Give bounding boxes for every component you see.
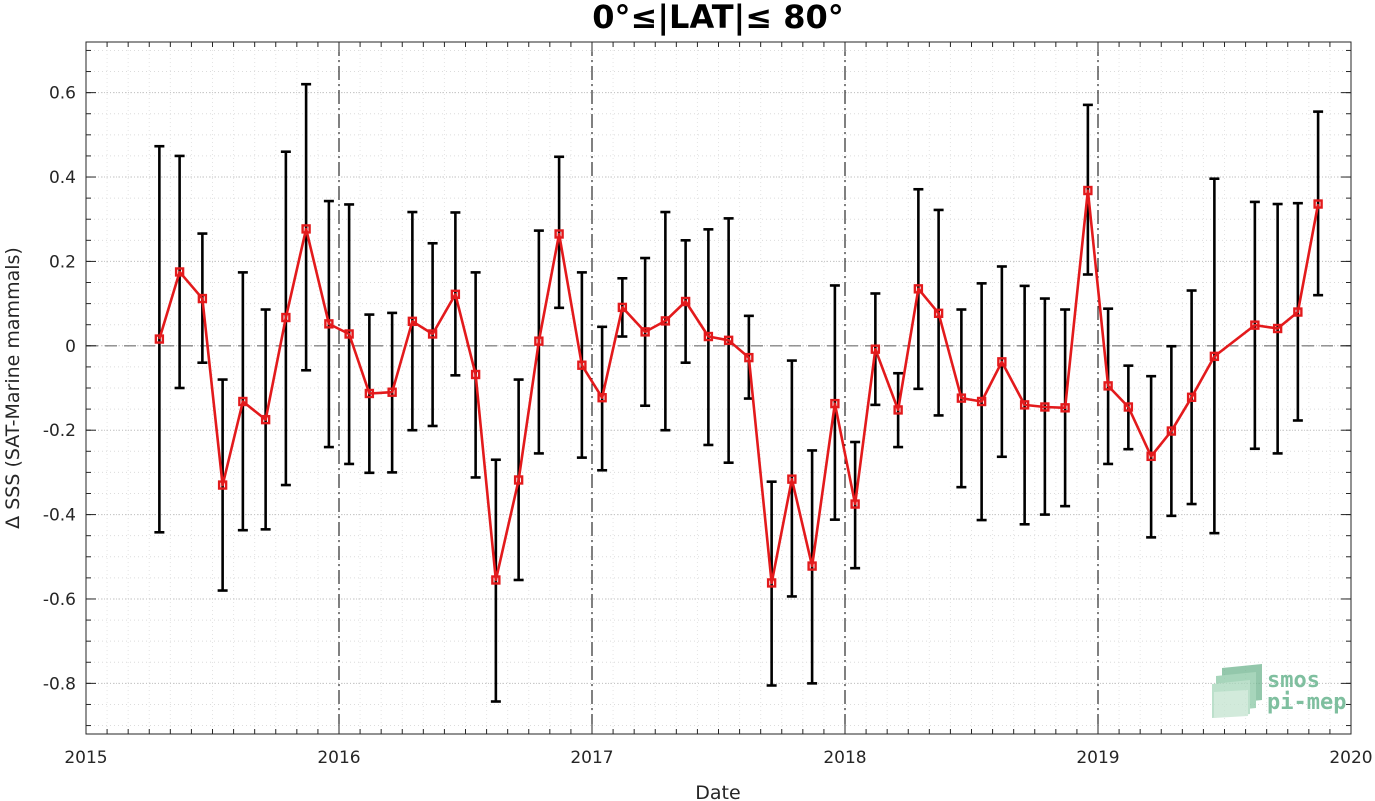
logo-text-pi-mep: pi-mep <box>1267 690 1346 715</box>
x-axis-label: Date <box>695 782 740 801</box>
data-point-marker <box>744 352 754 363</box>
data-point-marker <box>154 334 165 344</box>
smos-pi-mep-logo: smos pi-mep <box>1212 664 1346 718</box>
data-point-marker <box>470 369 481 380</box>
data-point-marker <box>1293 307 1303 317</box>
data-point-marker <box>1060 403 1070 413</box>
y-tick-label: 0.6 <box>49 84 76 104</box>
y-tick-label: -0.6 <box>43 590 76 610</box>
data-point-marker <box>577 360 587 370</box>
chart-title: 0°≤|LAT|≤ 80° <box>592 0 843 37</box>
data-point-marker <box>660 316 671 326</box>
data-point-marker <box>217 480 228 490</box>
data-point-marker <box>1250 320 1260 330</box>
data-point-marker <box>301 224 311 234</box>
data-point-marker <box>1123 402 1134 412</box>
data-point-marker <box>1272 323 1283 334</box>
x-tick-label: 2016 <box>317 748 360 768</box>
y-tick-label: 0.4 <box>49 168 76 188</box>
data-point-marker <box>913 284 924 294</box>
series-markers <box>154 185 1323 588</box>
data-point-marker <box>1103 381 1113 391</box>
series-line-path <box>158 189 1320 585</box>
x-tick-label: 2020 <box>1329 748 1372 768</box>
data-point-marker <box>513 475 524 485</box>
x-tick-label: 2017 <box>570 748 613 768</box>
x-tick-label: 2018 <box>823 748 866 768</box>
data-point-marker <box>787 474 797 484</box>
logo-mark <box>1212 664 1262 718</box>
data-point-marker <box>597 393 607 403</box>
data-point-marker <box>1040 402 1050 412</box>
data-point-marker <box>640 327 650 337</box>
data-point-marker <box>387 387 397 397</box>
data-point-marker <box>617 302 628 313</box>
data-point-marker <box>1209 351 1220 362</box>
data-point-marker <box>850 499 860 509</box>
y-tick-label: -0.4 <box>43 506 76 526</box>
data-point-marker <box>450 289 461 300</box>
data-point-marker <box>281 312 291 323</box>
logo-text-smos: smos <box>1267 668 1320 693</box>
data-point-marker <box>344 329 354 339</box>
data-point-marker <box>260 414 271 425</box>
data-point-marker <box>723 335 734 346</box>
data-point-marker <box>324 319 334 329</box>
data-point-marker <box>1166 426 1177 436</box>
data-point-marker <box>680 296 691 307</box>
y-tick-label: 0 <box>65 337 76 357</box>
data-point-marker <box>766 578 777 588</box>
data-point-marker <box>1313 199 1323 209</box>
data-point-marker <box>807 561 817 571</box>
data-point-marker <box>407 316 418 327</box>
data-point-marker <box>976 396 987 407</box>
data-point-marker <box>997 357 1007 367</box>
y-tick-label: 0.2 <box>49 252 76 272</box>
data-point-marker <box>491 575 501 585</box>
data-point-marker <box>197 293 208 304</box>
data-point-marker <box>1146 451 1156 462</box>
data-point-marker <box>534 336 544 346</box>
data-point-marker <box>893 405 903 415</box>
data-point-marker <box>1083 185 1093 196</box>
data-point-marker <box>1186 392 1197 402</box>
y-tick-label: -0.2 <box>43 421 76 441</box>
data-point-marker <box>554 229 564 239</box>
data-point-marker <box>703 331 714 342</box>
y-axis-label: Δ SSS (SAT-Marine mammals) <box>2 247 24 529</box>
data-point-marker <box>933 308 944 319</box>
data-point-marker <box>427 329 438 339</box>
data-point-marker <box>870 344 881 354</box>
data-point-marker <box>238 396 248 407</box>
data-point-marker <box>364 388 375 399</box>
data-point-marker <box>1019 400 1030 410</box>
series-line <box>158 189 1320 585</box>
y-tick-label: -0.8 <box>43 674 76 694</box>
data-point-marker <box>174 267 185 277</box>
year-separators <box>338 42 1099 734</box>
axis-ticks: 0.6 0.4 0.2 0 -0.2 -0.4 -0.6 -0.8 2015 2016 2017 20… <box>43 42 1373 768</box>
data-point-marker <box>956 393 967 403</box>
x-tick-label: 2015 <box>64 748 107 768</box>
data-point-marker <box>830 398 840 409</box>
x-tick-label: 2019 <box>1076 748 1119 768</box>
